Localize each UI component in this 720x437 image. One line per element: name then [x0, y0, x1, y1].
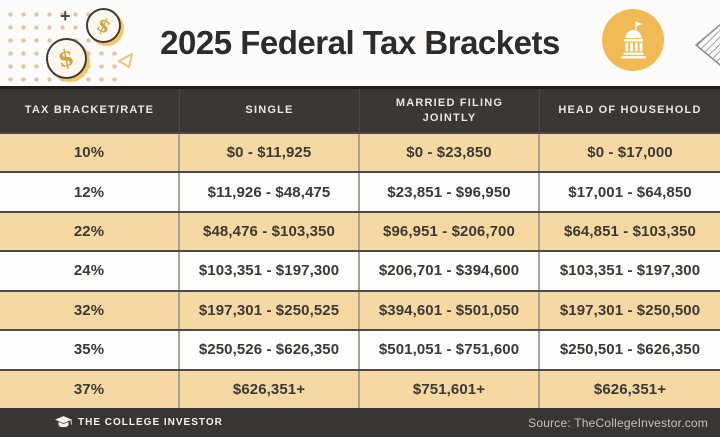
- hoh-cell: $64,851 - $103,350: [564, 223, 696, 241]
- rate-cell: 10%: [0, 134, 180, 172]
- table-row: 22% $48,476 - $103,350 $96,951 - $206,70…: [0, 210, 720, 251]
- plus-icon: +: [60, 6, 71, 26]
- rate-cell: 22%: [0, 212, 180, 251]
- single-cell: $626,351+: [180, 370, 360, 408]
- dollar-coin-icon: $: [86, 8, 121, 43]
- hoh-cell: $0 - $17,000: [587, 144, 673, 162]
- column-header-married: MARRIED FILING JOINTLY: [360, 89, 540, 132]
- rate-cell: 24%: [0, 252, 180, 290]
- single-cell: $103,351 - $197,300: [180, 252, 360, 290]
- capitol-building-icon: [621, 21, 646, 59]
- married-cell: $206,701 - $394,600: [360, 252, 540, 290]
- triangle-outline-icon: [118, 53, 133, 68]
- table-row: 32% $197,301 - $250,525 $394,601 - $501,…: [0, 289, 720, 330]
- table-row: 10% $0 - $11,925 $0 - $23,850 $0 - $17,0…: [0, 132, 720, 172]
- table-row: 35% $250,526 - $626,350 $501,051 - $751,…: [0, 329, 720, 369]
- married-cell: $0 - $23,850: [360, 134, 540, 172]
- graduation-cap-icon: [55, 416, 72, 428]
- hoh-cell: $626,351+: [593, 380, 667, 398]
- hoh-cell: $250,501 - $626,350: [559, 341, 701, 359]
- column-header-head-of-household: HEAD OF HOUSEHOLD: [558, 104, 702, 117]
- married-cell: $394,601 - $501,050: [360, 291, 540, 330]
- table-row: 12% $11,926 - $48,475 $23,851 - $96,950 …: [0, 171, 720, 211]
- page-title: 2025 Federal Tax Brackets: [160, 24, 560, 61]
- rate-cell: 32%: [0, 291, 180, 330]
- striped-triangle-icon: [694, 24, 720, 66]
- single-cell: $11,926 - $48,475: [180, 173, 360, 211]
- tax-bracket-table: TAX BRACKET/RATE SINGLE MARRIED FILING J…: [0, 86, 720, 408]
- single-cell: $48,476 - $103,350: [180, 212, 360, 251]
- hoh-cell: $17,001 - $64,850: [568, 183, 692, 201]
- column-header-single: SINGLE: [180, 89, 360, 132]
- married-cell: $23,851 - $96,950: [360, 173, 540, 211]
- capitol-badge: [602, 9, 664, 71]
- title-band: + $ $ 2025 Federal Tax Brackets: [0, 0, 720, 88]
- brand-name: THE COLLEGE INVESTOR: [78, 417, 223, 428]
- table-row: 24% $103,351 - $197,300 $206,701 - $394,…: [0, 250, 720, 290]
- dollar-coin-icon: $: [46, 38, 87, 79]
- rate-cell: 12%: [0, 173, 180, 211]
- footer-bar: THE COLLEGE INVESTOR Source: TheCollegeI…: [0, 408, 720, 437]
- married-cell: $751,601+: [360, 370, 540, 408]
- hoh-cell: $103,351 - $197,300: [559, 262, 701, 280]
- rate-cell: 37%: [0, 370, 180, 408]
- rate-cell: 35%: [0, 331, 180, 369]
- table-header-row: TAX BRACKET/RATE SINGLE MARRIED FILING J…: [0, 89, 720, 132]
- married-cell: $96,951 - $206,700: [360, 212, 540, 251]
- table-row: 37% $626,351+ $751,601+ $626,351+: [0, 368, 720, 408]
- column-header-rate: TAX BRACKET/RATE: [0, 89, 180, 132]
- single-cell: $250,526 - $626,350: [180, 331, 360, 369]
- married-cell: $501,051 - $751,600: [360, 331, 540, 369]
- brand-logo: THE COLLEGE INVESTOR: [55, 416, 223, 429]
- source-credit: Source: TheCollegeInvestor.com: [528, 415, 708, 430]
- single-cell: $0 - $11,925: [180, 134, 360, 172]
- single-cell: $197,301 - $250,525: [180, 291, 360, 330]
- hoh-cell: $197,301 - $250,500: [559, 301, 701, 319]
